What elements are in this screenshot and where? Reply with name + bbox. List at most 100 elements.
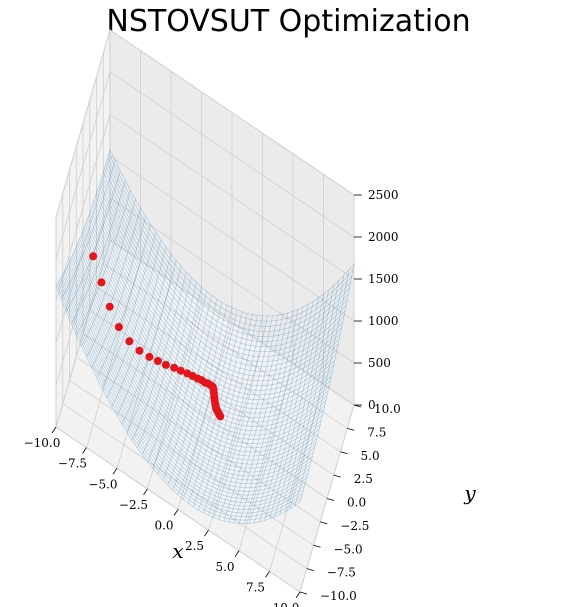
y-tick-mark: [333, 474, 341, 478]
x-tick-mark: [112, 468, 118, 475]
surface-line: [98, 186, 344, 367]
x-tick-label: −5.0: [88, 477, 117, 491]
surface-line: [107, 157, 353, 327]
path-point: [145, 352, 154, 361]
surface-line: [73, 251, 319, 465]
surface-line: [177, 307, 233, 495]
path-point: [176, 366, 185, 375]
surface-line: [94, 199, 339, 386]
path-point: [125, 337, 134, 346]
surface-line: [70, 259, 315, 477]
surface-line: [294, 270, 350, 506]
path-point: [105, 302, 114, 311]
x-tick-mark: [295, 591, 301, 599]
surface-line: [63, 272, 309, 500]
surface-line: [105, 164, 350, 337]
surface-line: [71, 256, 316, 473]
surface-line: [74, 249, 320, 461]
y-tick-mark: [347, 427, 355, 431]
surface-line: [233, 312, 289, 524]
y-axis-label: y: [463, 481, 476, 505]
surface-line: [56, 284, 302, 521]
x-tick-mark: [143, 488, 148, 496]
surface-line: [187, 311, 243, 504]
z-tick-label: 0: [368, 398, 376, 412]
surface-line: [108, 153, 354, 322]
surface-line: [87, 218, 332, 414]
surface-line: [279, 285, 334, 515]
surface-line: [71, 180, 126, 324]
path-point: [114, 323, 123, 331]
surface-line: [72, 254, 318, 469]
surface-line: [299, 264, 355, 502]
path-point: [135, 346, 144, 355]
x-tick-label: 2.5: [185, 539, 204, 553]
surface-line: [157, 295, 212, 475]
y-tick-label: 2.5: [354, 472, 373, 486]
surface-line: [65, 268, 311, 492]
surface-line: [198, 314, 253, 511]
surface-line: [137, 277, 192, 448]
z-grid-line: [55, 239, 355, 428]
surface-line: [104, 168, 349, 343]
optimization-path: [89, 252, 225, 421]
surface-line: [86, 208, 141, 358]
x-tick-label: −10.0: [24, 436, 61, 450]
surface-line: [248, 306, 304, 524]
x-tick-mark: [51, 426, 57, 434]
surface-line: [59, 280, 304, 514]
y-tick-mark: [320, 521, 328, 525]
x-tick-label: −2.5: [119, 498, 148, 512]
path-point: [89, 252, 98, 261]
x-tick-mark: [173, 509, 179, 516]
y-tick-label: 10.0: [374, 402, 401, 416]
surface-line: [62, 274, 307, 503]
surface-line: [193, 313, 248, 507]
surface-line: [259, 301, 314, 522]
surface-line: [162, 299, 218, 480]
y-tick-label: −2.5: [340, 519, 369, 533]
path-point: [161, 360, 170, 369]
surface-line: [101, 175, 347, 353]
z-grid-line: [55, 113, 355, 302]
y-tick-label: 7.5: [367, 425, 386, 439]
surface-line: [55, 149, 111, 287]
x-tick-mark: [265, 571, 270, 578]
surface-line: [223, 315, 279, 522]
surface-line: [60, 278, 305, 510]
surface-line: [97, 189, 342, 372]
surface-line: [96, 193, 341, 377]
surface-line: [172, 305, 228, 491]
z-tick-label: 2500: [368, 188, 399, 202]
x-tick-mark: [204, 529, 209, 537]
x-tick-label: 7.5: [246, 580, 265, 594]
surface-line: [269, 294, 324, 519]
surface-line: [167, 302, 223, 486]
x-tick-mark: [82, 447, 87, 454]
z-grid-line: [55, 71, 355, 260]
y-tick-label: −7.5: [327, 566, 356, 580]
surface-line: [82, 230, 328, 432]
z-tick-label: 1500: [368, 272, 399, 286]
surface-line: [132, 272, 187, 441]
surface-line: [64, 270, 310, 496]
surface-line: [81, 233, 327, 436]
surface-line: [81, 199, 136, 347]
y-tick-mark: [306, 568, 314, 571]
surface-line: [218, 315, 273, 520]
x-tick-label: 10.0: [273, 601, 300, 607]
surface-line: [95, 196, 340, 382]
surface-line: [203, 315, 258, 514]
z-tick-label: 1000: [368, 314, 399, 328]
path-point: [153, 357, 162, 365]
surface-line: [103, 172, 348, 348]
z-tick-label: 2000: [368, 230, 399, 244]
surface-line: [106, 240, 162, 398]
surface-line: [152, 291, 207, 469]
surface-line: [147, 287, 202, 462]
surface-line: [76, 246, 321, 457]
axis-ticks: −10.0−7.5−5.0−2.50.02.55.07.510.0−10.0−7…: [24, 188, 401, 607]
y-tick-mark: [313, 544, 321, 548]
surface-line: [86, 221, 331, 418]
